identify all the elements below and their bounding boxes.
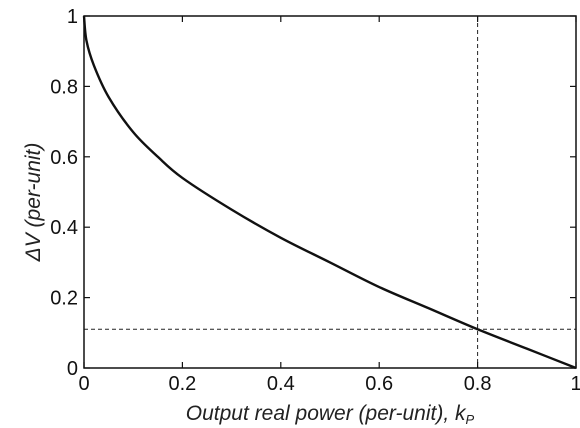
x-axis-label: Output real power (per-unit), kP bbox=[186, 402, 475, 427]
x-tick-label: 0.8 bbox=[464, 373, 492, 395]
series-line bbox=[82, 15, 577, 370]
y-tick-label: 0.8 bbox=[50, 76, 78, 98]
y-tick-label: 0.6 bbox=[50, 147, 78, 169]
series-layer bbox=[82, 15, 577, 370]
y-tick-label: 1 bbox=[67, 6, 78, 28]
x-tick-label: 1 bbox=[570, 373, 580, 395]
y-tick-label: 0.4 bbox=[50, 217, 78, 239]
y-axis-label: ΔV (per-unit) bbox=[22, 143, 45, 263]
x-tick-label: 0.2 bbox=[168, 373, 196, 395]
y-tick-label: 0 bbox=[67, 358, 78, 380]
ticks bbox=[83, 15, 577, 369]
x-tick-label: 0.6 bbox=[365, 373, 393, 395]
x-axis-label-subscript: P bbox=[466, 412, 475, 427]
reference-lines bbox=[84, 16, 576, 368]
x-tick-labels: 0 0.2 0.4 0.6 0.8 1 bbox=[78, 373, 580, 395]
y-tick-labels: 0 0.2 0.4 0.6 0.8 1 bbox=[50, 6, 78, 380]
x-axis-label-text: Output real power (per-unit), k bbox=[186, 402, 467, 425]
x-tick-label: 0.4 bbox=[267, 373, 295, 395]
x-tick-label: 0 bbox=[78, 373, 89, 395]
axes-frame bbox=[83, 15, 577, 369]
y-tick-label: 0.2 bbox=[50, 288, 78, 310]
